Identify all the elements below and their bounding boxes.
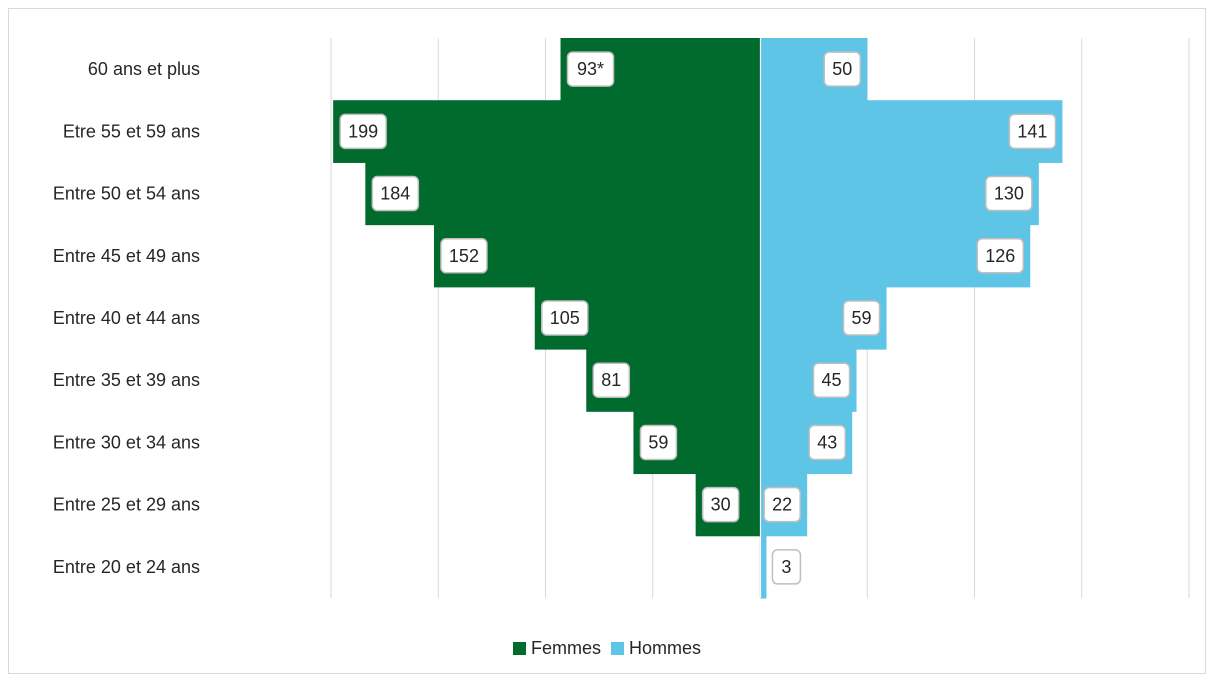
- data-label-value: 45: [822, 370, 842, 390]
- data-label-value: 184: [380, 184, 410, 204]
- legend-label-femmes: Femmes: [530, 638, 601, 658]
- category-label: 60 ans et plus: [88, 59, 200, 79]
- data-label-hommes: 50: [823, 51, 861, 87]
- data-label-value: 152: [449, 246, 479, 266]
- data-label-hommes: 59: [842, 300, 881, 336]
- data-label-box: [823, 51, 861, 87]
- bar-femmes: [333, 100, 760, 163]
- data-label-value: 105: [550, 308, 580, 328]
- data-label-hommes: 22: [763, 486, 801, 523]
- category-label: Entre 45 et 49 ans: [53, 246, 200, 266]
- data-label-femmes: 152: [440, 238, 488, 274]
- data-label-value: 43: [817, 432, 837, 452]
- bar-femmes: [433, 224, 760, 288]
- category-label: Entre 20 et 24 ans: [53, 557, 200, 577]
- data-label-box: [566, 51, 615, 87]
- category-labels: 60 ans et plus Etre 55 et 59 ans Entre 50 …: [53, 59, 200, 577]
- bar-femmes: [365, 162, 760, 226]
- data-label-box: [763, 486, 801, 523]
- data-label-box: [541, 300, 589, 336]
- data-label-value: 50: [832, 59, 852, 79]
- data-label-value: 59: [648, 432, 668, 452]
- data-label-box: [808, 424, 846, 461]
- data-label-hommes: 141: [1008, 113, 1057, 150]
- data-label-hommes: 126: [976, 238, 1025, 274]
- category-label: Entre 40 et 44 ans: [53, 308, 200, 328]
- data-label-box: [701, 486, 740, 523]
- data-label-value: 30: [711, 495, 731, 515]
- data-label-femmes: 184: [371, 175, 420, 212]
- data-label-hommes: 130: [985, 175, 1033, 212]
- data-label-value: 199: [348, 121, 378, 141]
- category-label: Etre 55 et 59 ans: [63, 121, 200, 141]
- legend-item-hommes: Hommes: [611, 638, 701, 659]
- data-label-value: 59: [852, 308, 872, 328]
- data-label-box: [592, 362, 631, 398]
- category-label: Entre 50 et 54 ans: [53, 184, 200, 204]
- data-label-hommes: 43: [808, 424, 846, 461]
- data-label-value: 141: [1017, 121, 1047, 141]
- legend-swatch-hommes: [611, 642, 624, 655]
- category-label: Entre 35 et 39 ans: [53, 370, 200, 390]
- category-label: Entre 30 et 34 ans: [53, 432, 200, 452]
- data-label-value: 130: [994, 184, 1024, 204]
- data-label-box: [639, 424, 678, 461]
- data-label-box: [440, 238, 488, 274]
- data-label-femmes: 81: [592, 362, 631, 398]
- data-label-box: [985, 175, 1033, 212]
- data-label-hommes: 45: [812, 362, 851, 398]
- data-label-box: [976, 238, 1025, 274]
- bar-hommes: [760, 535, 767, 599]
- data-label-value: 3: [781, 557, 791, 577]
- legend: Femmes Hommes: [0, 638, 1214, 659]
- legend-swatch-femmes: [512, 642, 526, 655]
- data-label-hommes: 3: [771, 549, 802, 585]
- data-label-box: [1008, 113, 1057, 150]
- data-label-femmes: 59: [639, 424, 678, 461]
- data-label-value: 126: [985, 246, 1015, 266]
- bars: [333, 38, 1063, 599]
- data-label-femmes: 30: [701, 486, 740, 523]
- data-label-value: 81: [601, 370, 621, 390]
- data-label-femmes: 199: [339, 113, 387, 150]
- data-label-femmes: 93*: [566, 51, 615, 87]
- data-label-box: [771, 549, 802, 585]
- legend-item-femmes: Femmes: [512, 638, 601, 659]
- data-label-box: [339, 113, 387, 150]
- data-label-value: 93*: [577, 59, 604, 79]
- legend-label-hommes: Hommes: [629, 638, 702, 658]
- data-labels: 93* 50 199 141 184 130 152 126 105 59 81 45 59 43 30 22…: [339, 51, 1057, 585]
- data-label-box: [812, 362, 851, 398]
- data-label-value: 22: [772, 495, 792, 515]
- data-label-box: [842, 300, 881, 336]
- category-label: Entre 25 et 29 ans: [53, 495, 200, 515]
- data-label-femmes: 105: [541, 300, 589, 336]
- data-label-box: [371, 175, 420, 212]
